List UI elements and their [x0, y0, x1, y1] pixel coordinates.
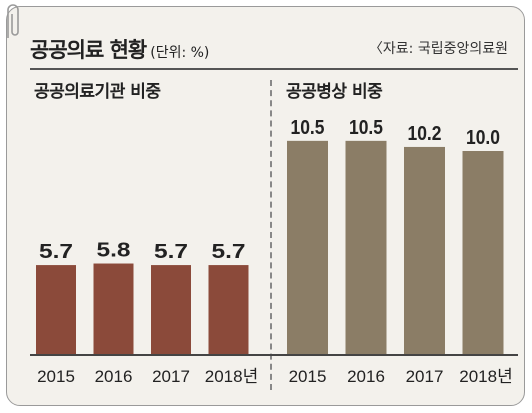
bar-beds-1: [345, 140, 387, 354]
value-label: 10.5: [349, 117, 383, 139]
category-label: 2015: [289, 367, 327, 386]
category-label: 2015: [37, 367, 75, 386]
unit-label: (단위: %): [150, 45, 210, 61]
paperclip-icon: [7, 4, 19, 38]
bar-beds-2: [404, 146, 445, 354]
panel-title-institutions: 공공의료기관 비중: [34, 82, 161, 102]
value-label: 10.2: [408, 123, 442, 145]
chart-title-text: 공공의료 현황: [30, 38, 147, 62]
bar-institutions-0: [36, 265, 76, 354]
header-rule: [30, 68, 518, 70]
category-label: 2017: [406, 367, 444, 386]
baseline: [30, 354, 518, 356]
value-label: 5.7: [39, 241, 73, 263]
bar-beds-3: [462, 151, 504, 354]
panel-title-beds: 공공병상 비중: [286, 82, 383, 102]
category-label: 2016: [347, 367, 385, 386]
bar-beds-0: [287, 140, 328, 354]
value-label: 5.7: [154, 241, 188, 263]
bar-institutions-3: [208, 265, 249, 354]
category-label: 2018년: [205, 367, 258, 386]
value-label: 5.8: [97, 240, 131, 262]
value-label: 5.7: [212, 241, 246, 263]
panel-divider: [270, 80, 272, 390]
source-label: 〈자료: 국립중앙의료원: [368, 41, 508, 57]
chart-title: 공공의료 현황 (단위: %): [30, 34, 209, 64]
bar-institutions-1: [93, 263, 134, 354]
value-label: 10.5: [291, 117, 325, 139]
category-label: 2018년: [459, 367, 512, 386]
category-label: 2017: [152, 367, 190, 386]
value-label: 10.0: [466, 127, 500, 149]
bar-institutions-2: [151, 265, 191, 354]
category-label: 2016: [95, 367, 133, 386]
